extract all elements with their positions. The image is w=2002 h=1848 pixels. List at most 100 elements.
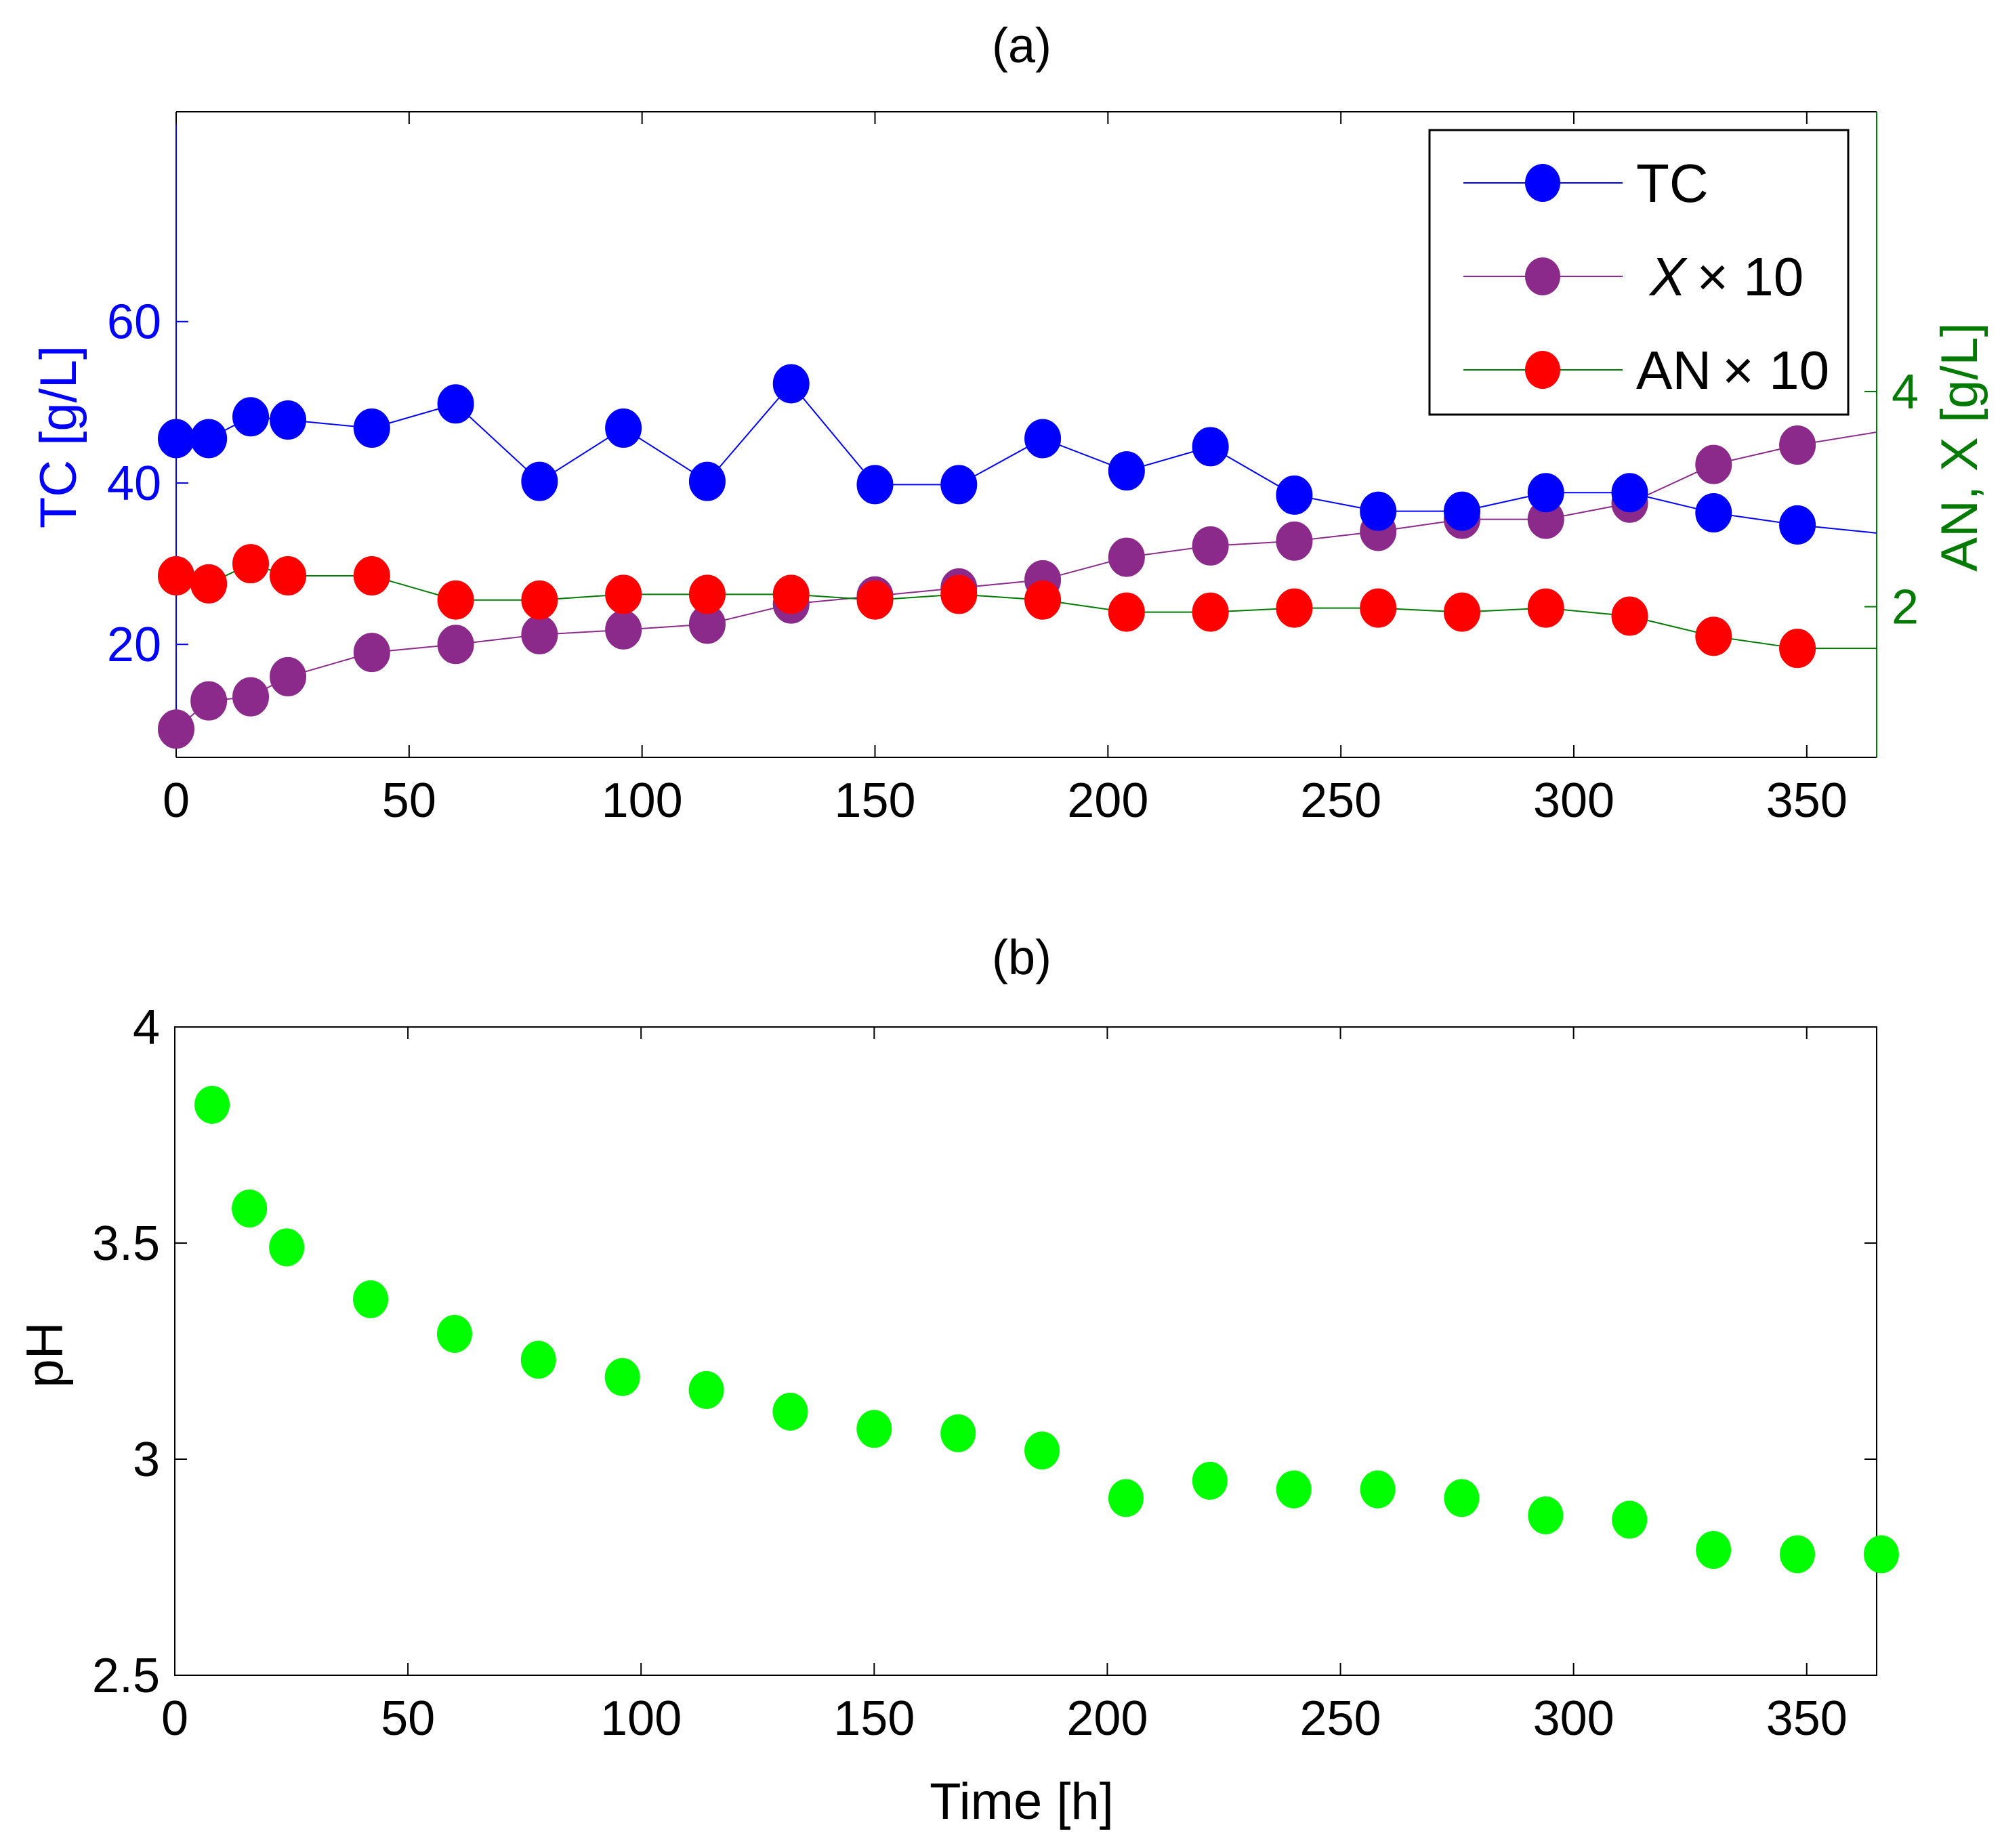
series-2-point: [1527, 588, 1564, 628]
chart-b-x-tick-label: 150: [833, 1692, 915, 1746]
series-1-point: [232, 677, 270, 717]
legend-label-main: X: [1648, 247, 1688, 307]
chart-a-y-tick-label: 60: [107, 295, 161, 350]
series-2-point: [1360, 588, 1397, 628]
ph-point: [1780, 1535, 1816, 1574]
chart-b-x-tick-label: 250: [1299, 1692, 1381, 1746]
series-1-point: [1779, 425, 1816, 465]
panel-b: (b) 0 50 100 150 200 250 300 350 2.5 3 3.5 4 Time [h]…: [16, 931, 1899, 1830]
series-0-point: [688, 461, 726, 501]
series-1-point: [353, 633, 390, 673]
ph-point: [772, 1392, 808, 1431]
series-0-point: [1695, 493, 1732, 533]
chart-b-y-tick-label: 3: [133, 1433, 160, 1487]
ph-point: [1360, 1470, 1396, 1509]
chart-a-ylabel-right: AN, X [g/L]: [1931, 322, 1988, 572]
series-0-point: [1527, 473, 1564, 513]
chart-b-x-tick-label: 50: [381, 1692, 435, 1746]
series-0-point: [521, 461, 558, 501]
chart-b-xlabel: Time [h]: [930, 1773, 1114, 1830]
chart-b-y-tick-label: 2.5: [92, 1649, 160, 1703]
chart-a-ylabel: TC [g/L]: [30, 345, 87, 528]
ph-point: [1696, 1530, 1732, 1569]
series-1-point: [1276, 521, 1313, 561]
ph-point: [520, 1341, 556, 1379]
chart-b-y-tick-label: 3.5: [92, 1217, 160, 1271]
ph-point: [269, 1228, 305, 1267]
legend-label: TC: [1636, 153, 1709, 213]
ph-point: [856, 1410, 892, 1448]
series-2-point: [1443, 592, 1480, 632]
chart-b-x-tick-label: 350: [1766, 1692, 1848, 1746]
chart-b-x-tick-label: 200: [1066, 1692, 1148, 1746]
ph-point: [1528, 1496, 1564, 1534]
ph-point: [940, 1414, 976, 1452]
chart-a-x-tick-label: 300: [1533, 774, 1614, 828]
legend-label-suffix: × 10: [1696, 247, 1803, 307]
chart-a-y-right-tick-label: 2: [1892, 581, 1919, 635]
series-0-point: [437, 384, 474, 424]
legend-label-main: AN: [1636, 340, 1711, 400]
series-2-point: [1192, 592, 1229, 632]
chart-a-x-tick-label: 150: [834, 774, 915, 828]
series-2-point: [270, 555, 307, 595]
chart-b-title: (b): [992, 931, 1051, 985]
chart-a-y-tick-label: 20: [107, 618, 161, 672]
ph-point: [1612, 1500, 1648, 1539]
series-1-point: [158, 709, 194, 749]
chart-a-x-tick-label: 100: [602, 774, 683, 828]
chart-b-y-tick-label: 4: [133, 1001, 160, 1055]
series-0-point: [772, 364, 810, 404]
ph-point: [1276, 1470, 1312, 1509]
series-2-point: [190, 564, 228, 604]
series-2-point: [232, 544, 270, 584]
series-2-point: [521, 580, 558, 620]
ph-point: [353, 1280, 389, 1318]
series-2-point: [437, 580, 474, 620]
series-0-point: [353, 408, 390, 448]
legend-label-suffix: × 10: [1722, 340, 1829, 400]
series-0-point: [190, 419, 228, 459]
series-2-point: [772, 574, 810, 614]
series-1-point: [1695, 444, 1732, 484]
series-0-point: [605, 408, 642, 448]
chart-a-x-tick-label: 200: [1067, 774, 1148, 828]
legend-marker: [1525, 257, 1560, 295]
series-0-point: [232, 397, 270, 437]
ph-point: [1024, 1431, 1060, 1470]
chart-a-x-tick-label: 350: [1766, 774, 1848, 828]
series-2-point: [158, 555, 194, 595]
chart-b-x-tick-label: 0: [161, 1692, 188, 1746]
series-0-point: [1108, 451, 1145, 491]
chart-a-y-tick-label: 40: [107, 457, 161, 511]
series-0-point: [940, 465, 978, 505]
series-1-point: [1108, 537, 1145, 577]
series-0-point: [1360, 491, 1397, 531]
legend-label: AN × 10: [1636, 340, 1829, 400]
series-2-point: [688, 574, 726, 614]
series-2-point: [353, 555, 390, 595]
chart-b-x-tick-label: 100: [600, 1692, 682, 1746]
series-0-point: [856, 465, 894, 505]
series-0-point: [1276, 475, 1313, 515]
ph-point: [604, 1358, 640, 1396]
chart-b-x-tick-label: 300: [1533, 1692, 1614, 1746]
chart-a-x-tick-label: 250: [1300, 774, 1381, 828]
series-2-point: [1024, 580, 1062, 620]
series-2-point: [856, 580, 894, 620]
series-0-point: [1779, 505, 1816, 545]
series-2-point: [1779, 629, 1816, 669]
ph-point: [1192, 1461, 1228, 1500]
series-0-point: [158, 419, 194, 459]
series-1-point: [437, 625, 474, 665]
series-2-point: [1108, 592, 1145, 632]
series-1-point: [1192, 526, 1229, 566]
ph-point: [688, 1370, 724, 1409]
ph-point: [1108, 1479, 1144, 1517]
legend-label-main: TC: [1636, 153, 1709, 213]
chart-a-title: (a): [992, 19, 1051, 73]
chart-a-x-tick-label: 50: [382, 774, 436, 828]
ph-point: [194, 1085, 230, 1124]
ph-point: [1444, 1479, 1480, 1517]
